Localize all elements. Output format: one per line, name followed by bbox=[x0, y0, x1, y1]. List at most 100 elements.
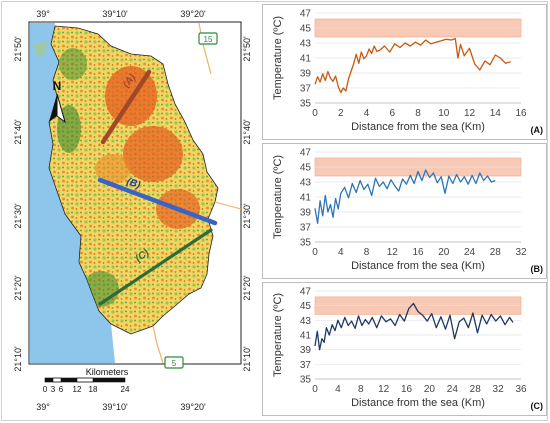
x-tick-label: 32 bbox=[515, 247, 527, 258]
map-canvas: 15 5 (A) (B) (C) N Kilometers 0 3 6 12 18 24 … bbox=[13, 9, 252, 412]
left-lat-label: 21°10' bbox=[13, 346, 23, 372]
red-sea bbox=[30, 23, 115, 363]
temperature-chart-b: 35 37 39 41 43 45 47 0 4 8 12 16 20 24 28 32 Distance fr… bbox=[272, 148, 544, 275]
right-lat-label: 21°40' bbox=[242, 119, 252, 145]
x-tick-label: 2 bbox=[338, 108, 344, 119]
x-tick-label: 4 bbox=[364, 108, 370, 119]
left-lat-label: 21°40' bbox=[13, 119, 23, 145]
y-tick-label: 41 bbox=[300, 54, 312, 65]
temperature-series-line bbox=[314, 169, 496, 224]
y-axis-label: Temperature (ºC) bbox=[272, 293, 284, 377]
x-tick-label: 16 bbox=[401, 384, 413, 395]
top-lon-label: 39°20' bbox=[180, 9, 206, 19]
scale-tick-label: 24 bbox=[121, 385, 130, 394]
x-tick-label: 24 bbox=[464, 247, 476, 258]
x-tick-label: 0 bbox=[312, 384, 318, 395]
transect-a-line bbox=[100, 69, 152, 145]
x-tick-label: 14 bbox=[490, 108, 502, 119]
right-lat-label: 21°20' bbox=[242, 275, 252, 301]
left-lat-label: 21°20' bbox=[13, 275, 23, 301]
transect-b-line bbox=[97, 177, 218, 226]
x-tick-label: 10 bbox=[438, 108, 450, 119]
x-tick-label: 24 bbox=[447, 384, 459, 395]
scale-bar bbox=[44, 377, 126, 383]
y-tick-label: 47 bbox=[300, 287, 312, 298]
x-tick-label: 4 bbox=[338, 247, 344, 258]
y-tick-label: 45 bbox=[300, 163, 312, 174]
chart-panel-b: 35 37 39 41 43 45 47 0 4 8 12 16 20 24 28 32 Distance fr… bbox=[262, 143, 547, 279]
scale-tick-label: 6 bbox=[59, 385, 64, 394]
x-tick-label: 12 bbox=[464, 108, 476, 119]
x-tick-label: 0 bbox=[312, 108, 318, 119]
panel-label: (C) bbox=[531, 401, 544, 411]
north-arrow-icon bbox=[49, 93, 66, 124]
x-tick-label: 4 bbox=[335, 384, 341, 395]
x-tick-label: 12 bbox=[387, 247, 399, 258]
scale-tick-label: 18 bbox=[89, 385, 98, 394]
y-tick-label: 45 bbox=[300, 301, 312, 312]
route-15-label: 15 bbox=[204, 35, 213, 44]
temperature-chart-a: 35 37 39 41 43 45 47 0 2 4 6 8 10 12 14 16 Distance from… bbox=[272, 9, 544, 136]
scale-tick-label: 12 bbox=[73, 385, 82, 394]
y-axis-label: Temperature (ºC) bbox=[272, 16, 284, 100]
y-tick-label: 45 bbox=[300, 24, 312, 35]
y-tick-label: 37 bbox=[300, 360, 312, 371]
x-tick-label: 8 bbox=[364, 247, 370, 258]
study-area-map: 15 5 (A) (B) (C) N Kilometers 0 3 6 12 18 24 … bbox=[3, 4, 256, 416]
temperature-series-line bbox=[314, 302, 514, 351]
route-5-shield bbox=[164, 356, 184, 369]
y-tick-label: 39 bbox=[300, 345, 312, 356]
x-axis-label: Distance from the sea (Km) bbox=[351, 397, 485, 409]
y-tick-label: 43 bbox=[300, 316, 312, 327]
bottom-lon-label: 39°10' bbox=[102, 402, 128, 412]
x-axis-label: Distance from the sea (Km) bbox=[351, 121, 485, 133]
left-lat-label: 21°30' bbox=[13, 203, 23, 229]
x-tick-label: 20 bbox=[424, 384, 436, 395]
y-axis-label: Temperature (ºC) bbox=[272, 155, 284, 239]
scale-tick-label: 0 bbox=[43, 385, 48, 394]
x-tick-label: 36 bbox=[515, 384, 527, 395]
hot-zones bbox=[57, 48, 200, 307]
x-tick-label: 28 bbox=[490, 247, 502, 258]
highway-south bbox=[152, 325, 164, 364]
panel-label: (A) bbox=[531, 125, 544, 135]
y-tick-label: 35 bbox=[300, 375, 312, 386]
y-tick-label: 37 bbox=[300, 84, 312, 95]
x-tick-label: 16 bbox=[412, 247, 424, 258]
x-tick-label: 8 bbox=[415, 108, 421, 119]
x-tick-label: 12 bbox=[378, 384, 390, 395]
scale-tick-label: 3 bbox=[51, 385, 56, 394]
x-tick-label: 8 bbox=[358, 384, 364, 395]
graticule-labels: 39° 39°10' 39°20' 39° 39°10' 39°20' 21°50' 21°4… bbox=[13, 9, 252, 412]
x-tick-label: 28 bbox=[470, 384, 482, 395]
y-tick-label: 43 bbox=[300, 39, 312, 50]
x-tick-label: 6 bbox=[389, 108, 395, 119]
temperature-chart-c: 35 37 39 41 43 45 47 0 4 8 12 16 20 24 28 32 36 Distance … bbox=[272, 287, 544, 412]
bottom-lon-label: 39°20' bbox=[180, 402, 206, 412]
chart-panel-a: 35 37 39 41 43 45 47 0 2 4 6 8 10 12 14 16 Distance from… bbox=[262, 4, 547, 140]
city-land-surface bbox=[48, 25, 219, 335]
scale-title: Kilometers bbox=[86, 367, 129, 377]
route-15-shield bbox=[198, 32, 218, 45]
y-tick-label: 41 bbox=[300, 331, 312, 342]
y-tick-label: 37 bbox=[300, 223, 312, 234]
coastal-lagoon bbox=[33, 42, 47, 56]
transect-b-label: (B) bbox=[125, 176, 142, 191]
route-5-label: 5 bbox=[172, 359, 177, 368]
top-lon-label: 39° bbox=[36, 9, 50, 19]
temperature-series-line bbox=[314, 37, 511, 94]
y-tick-label: 39 bbox=[300, 69, 312, 80]
x-tick-label: 0 bbox=[312, 247, 318, 258]
panel-label: (B) bbox=[531, 264, 544, 274]
scale-tick-labels: 0 3 6 12 18 24 bbox=[43, 385, 130, 394]
y-tick-label: 41 bbox=[300, 193, 312, 204]
y-tick-label: 43 bbox=[300, 178, 312, 189]
top-lon-label: 39°10' bbox=[102, 9, 128, 19]
chart-panel-c: 35 37 39 41 43 45 47 0 4 8 12 16 20 24 28 32 36 Distance … bbox=[262, 282, 547, 416]
north-label: N bbox=[53, 79, 62, 93]
y-tick-label: 35 bbox=[300, 238, 312, 249]
y-tick-label: 47 bbox=[300, 9, 312, 20]
left-lat-label: 21°50' bbox=[13, 36, 23, 62]
y-tick-label: 39 bbox=[300, 208, 312, 219]
